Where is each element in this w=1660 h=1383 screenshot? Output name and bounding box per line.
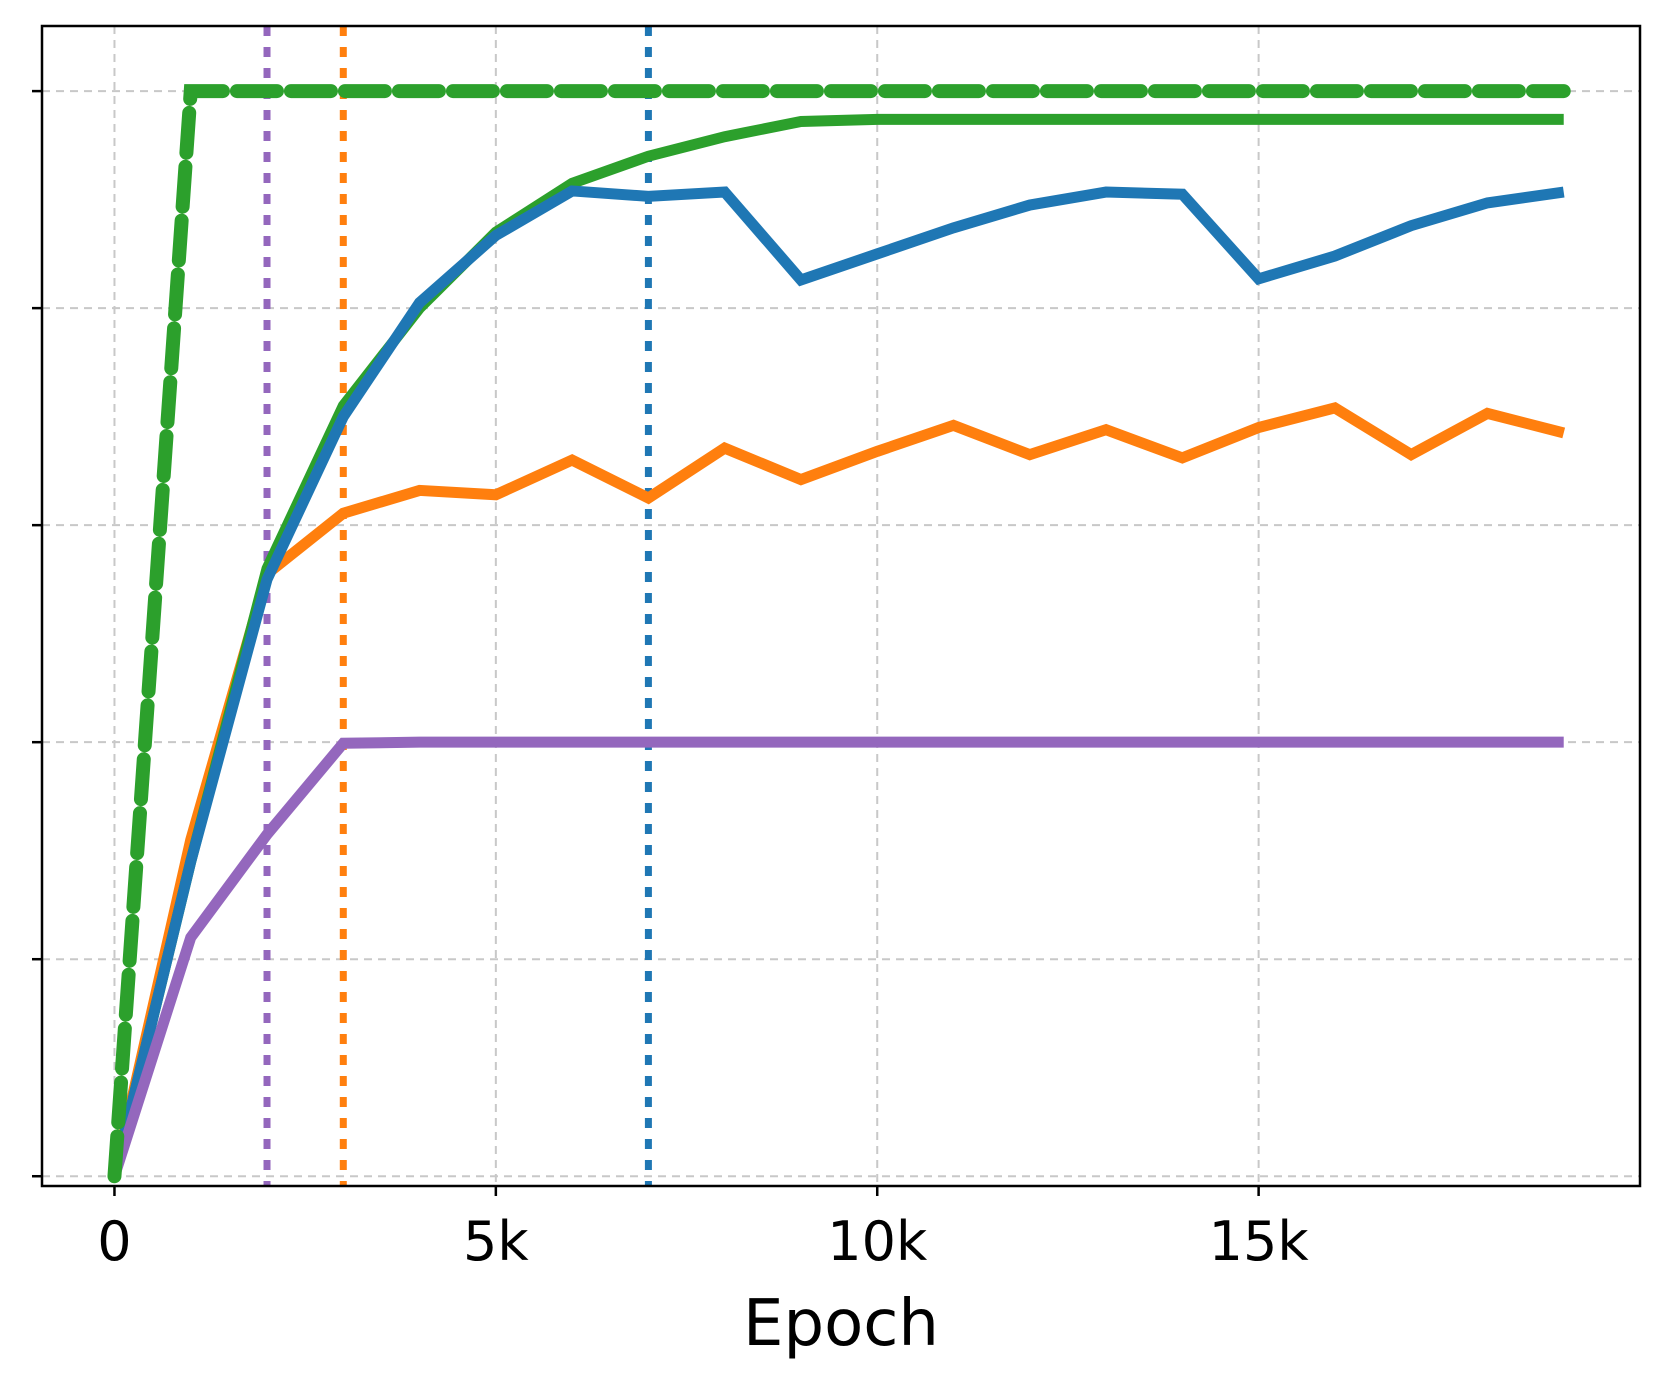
vertical-marker-lines bbox=[263, 26, 652, 1186]
series-line bbox=[109, 185, 1565, 1178]
axis-ticks: 0 5k 10k 15k bbox=[32, 89, 1310, 1273]
series-line bbox=[109, 402, 1566, 1178]
series-line bbox=[109, 736, 1564, 1178]
x-tick-label: 5k bbox=[463, 1210, 529, 1273]
series-lines bbox=[107, 84, 1571, 1184]
x-tick-label: 0 bbox=[97, 1210, 131, 1273]
x-tick-label: 10k bbox=[827, 1210, 928, 1273]
x-axis-title: Epoch bbox=[743, 1287, 939, 1361]
x-tick-label: 15k bbox=[1209, 1210, 1310, 1273]
dashed-series-line bbox=[107, 84, 1571, 1184]
plot-frame bbox=[40, 24, 1642, 1188]
